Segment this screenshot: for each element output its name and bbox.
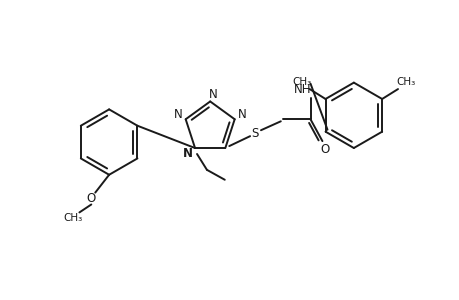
Text: O: O	[86, 192, 96, 205]
Text: NH: NH	[293, 83, 311, 96]
Text: CH₃: CH₃	[396, 77, 414, 87]
Text: N: N	[173, 108, 182, 121]
Text: O: O	[320, 142, 329, 155]
Text: N: N	[238, 108, 246, 121]
Text: N: N	[183, 148, 193, 160]
Text: CH₃: CH₃	[291, 77, 311, 87]
Text: CH₃: CH₃	[64, 213, 83, 224]
Text: N: N	[208, 88, 217, 101]
Text: S: S	[251, 127, 258, 140]
